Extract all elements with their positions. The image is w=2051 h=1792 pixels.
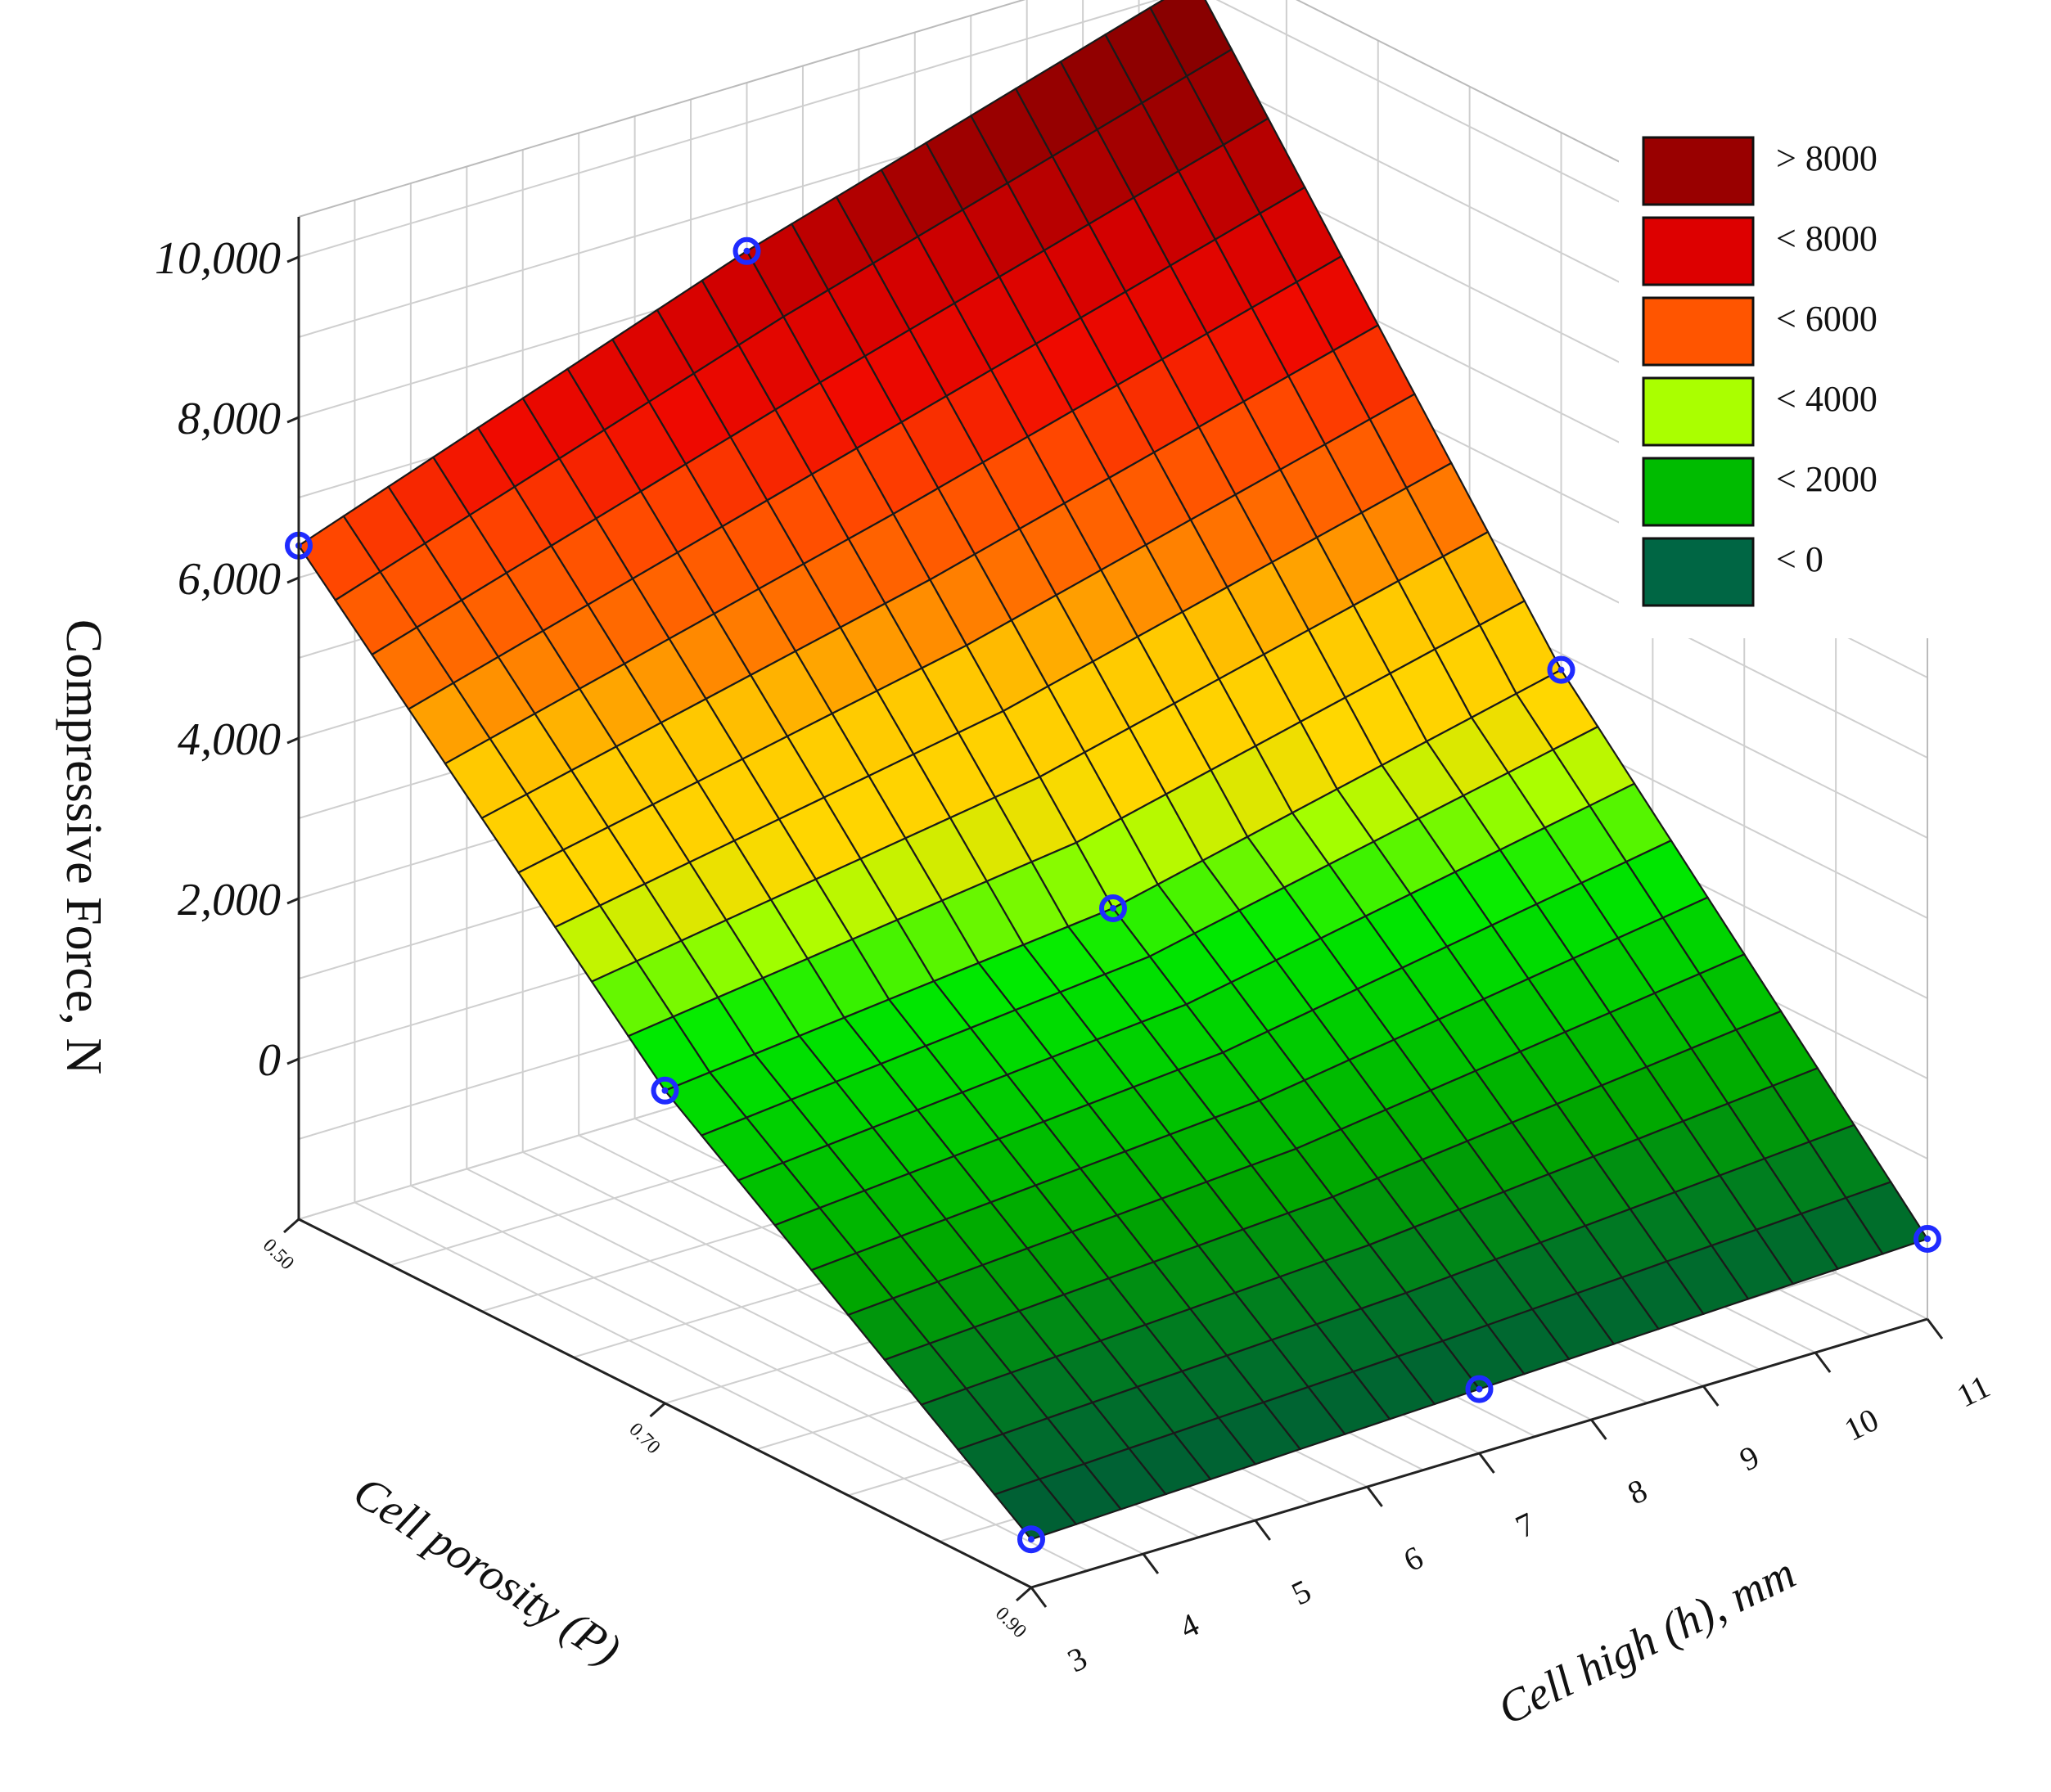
observed-point [651,1076,679,1105]
p-axis-title: Cell porosity (P) [345,1466,629,1676]
z-tick-mark [286,897,300,905]
z-tick-mark [286,576,300,584]
h-tick-label: 3 [1062,1639,1093,1679]
h-tick-label: 5 [1286,1572,1317,1612]
wall-edge [298,0,1026,218]
h-tick-label: 7 [1510,1505,1541,1545]
h-tick-mark [1478,1452,1495,1474]
z-tick-label: 2,000 [178,875,281,925]
p-tick-label: 0.70 [624,1419,664,1458]
observed-point [732,236,761,265]
z-tick-label: 4,000 [178,714,281,765]
legend-swatch [1642,216,1755,286]
legend-swatch [1642,296,1755,367]
p-tick-mark [649,1402,666,1418]
observed-point-center [1924,1236,1931,1242]
observed-point [1914,1225,1941,1253]
observed-point [1099,894,1127,922]
z-tick-mark [286,736,300,745]
h-axis-title: Cell high (h), mm [1490,1547,1803,1735]
p-tick-label: 0.90 [991,1603,1030,1642]
legend-label: < 0 [1776,539,1823,579]
observed-point-center [1476,1385,1483,1393]
h-tick-label: 10 [1838,1401,1884,1448]
h-tick-mark [1366,1486,1383,1507]
legend-label: < 6000 [1776,299,1877,339]
legend-label: < 8000 [1776,218,1877,259]
legend-swatch [1642,457,1755,527]
h-tick-mark [1590,1419,1607,1440]
h-tick-label: 11 [1951,1367,1995,1414]
z-tick-label: 10,000 [155,233,281,284]
observed-point-center [1028,1536,1035,1543]
h-tick-label: 9 [1733,1438,1765,1478]
h-tick-label: 6 [1398,1538,1429,1578]
p-tick-mark [1016,1586,1032,1602]
p-tick-mark [283,1218,300,1234]
z-tick-mark [286,255,300,263]
h-tick-mark [1926,1318,1944,1339]
observed-point-center [661,1087,669,1094]
z-axis-ticks: 10,000 8,000 6,000 4,000 2,000 0 [155,233,300,1086]
h-tick-mark [1030,1587,1048,1608]
legend-label: > 8000 [1776,138,1877,178]
legend-swatch [1642,376,1755,447]
h-tick-mark [1702,1385,1720,1407]
observed-points [285,236,1941,1554]
observed-point [1547,655,1575,684]
z-tick-label: 6,000 [178,554,281,605]
legend-swatch [1642,537,1755,607]
legend-label: < 4000 [1776,379,1877,419]
z-tick-label: 0 [258,1035,281,1086]
observed-point [1017,1525,1045,1554]
surface-cell [993,1478,1078,1541]
z-axis-title: Compressive Force, N [56,619,111,1074]
observed-point-center [743,247,751,254]
response-surface [297,0,1929,1541]
p-tick-label: 0.50 [259,1235,298,1274]
z-tick-label: 8,000 [178,394,281,444]
observed-point [1465,1375,1494,1403]
observed-point-center [1557,666,1565,673]
h-tick-label: 8 [1622,1471,1653,1511]
h-tick-mark [1142,1553,1160,1574]
h-tick-mark [1254,1520,1271,1541]
legend: > 8000 < 8000 < 6000 < 4000 < 2000 < 0 [1619,115,1930,638]
z-tick-mark [286,416,300,424]
legend-swatch [1642,136,1755,206]
observed-point-center [1110,905,1116,912]
h-tick-label: 4 [1174,1605,1205,1646]
legend-label: < 2000 [1776,459,1877,499]
z-tick-mark [286,1057,300,1065]
h-tick-mark [1814,1352,1832,1373]
